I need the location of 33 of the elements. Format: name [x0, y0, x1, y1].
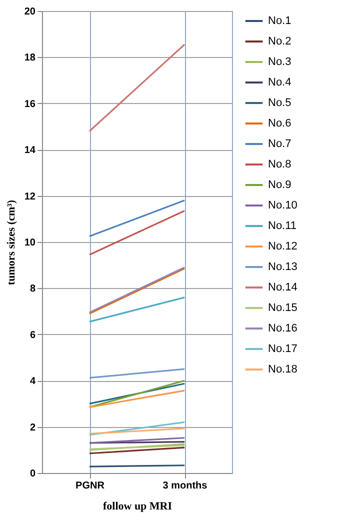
legend-label: No.5	[268, 97, 292, 109]
x-tick-label: PGNR	[76, 480, 106, 492]
legend-label: No.1	[268, 15, 292, 27]
legend-label: No.12	[268, 240, 298, 252]
y-tick-label: 12	[24, 191, 36, 202]
legend-label: No.4	[268, 76, 292, 88]
y-tick-label: 18	[24, 52, 36, 64]
y-tick-label: 20	[24, 6, 36, 18]
legend-label: No.7	[268, 138, 292, 150]
y-tick-label: 14	[24, 145, 36, 156]
legend-label: No.8	[268, 158, 292, 170]
y-tick-label: 10	[24, 238, 36, 248]
y-axis-title: tumors sizes (cm³)	[5, 200, 18, 286]
legend-label: No.14	[268, 282, 298, 294]
legend-label: No.2	[268, 36, 292, 48]
y-tick-label: 6	[30, 330, 36, 341]
legend-label: No.3	[268, 56, 292, 68]
legend-label: No.15	[268, 302, 298, 314]
x-tick-label: 3 months	[162, 480, 208, 492]
y-tick-label: 0	[30, 468, 36, 480]
legend-label: No.17	[268, 343, 298, 355]
x-axis-title: follow up MRI	[102, 500, 172, 512]
legend-label: No.9	[268, 179, 292, 191]
y-tick-label: 16	[24, 98, 36, 110]
y-tick-label: 4	[30, 376, 36, 388]
legend-label: No.10	[268, 200, 298, 212]
y-tick-label: 8	[30, 284, 36, 295]
legend-label: No.18	[268, 364, 298, 376]
legend-label: No.13	[268, 261, 298, 273]
legend-label: No.16	[268, 322, 298, 334]
legend-label: No.6	[268, 118, 292, 130]
y-tick-label: 2	[30, 422, 36, 434]
legend-label: No.11	[268, 220, 297, 232]
